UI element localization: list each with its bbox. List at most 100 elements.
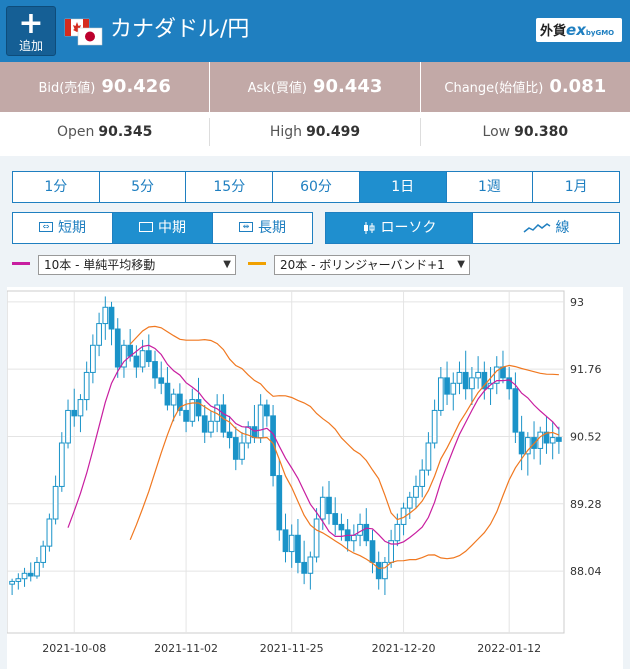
candle-body: [556, 437, 562, 442]
price-chart[interactable]: 93 91.76 90.52 89.28 88.04 2021-10-08 2021-11-…: [7, 287, 623, 669]
candle-body: [375, 561, 382, 580]
change-cell: Change(始値比) 0.081: [421, 62, 630, 112]
candle-body: [357, 523, 363, 536]
moving-average-line: [67, 344, 560, 545]
bid-value: 90.426: [101, 76, 171, 97]
candle-body: [208, 420, 214, 433]
chart-background: [7, 287, 623, 669]
high-label: High: [269, 124, 303, 140]
tab-1min[interactable]: 1分: [13, 172, 100, 202]
candle-body: [15, 578, 22, 582]
app-header: + 追加 カナダドル/円 外貨exbyGMO: [0, 0, 630, 62]
low-cell: Low 90.380: [421, 118, 630, 146]
range-long-label: 長期: [258, 220, 286, 236]
line-chart-label: 線: [555, 220, 570, 236]
candle-body: [133, 355, 140, 368]
candle-body: [9, 580, 15, 585]
candle-body: [83, 371, 90, 401]
candle-body: [232, 437, 239, 460]
high-cell: High 90.499: [210, 118, 421, 146]
plus-icon: +: [18, 6, 44, 41]
candle-body: [481, 371, 488, 390]
change-value: 0.081: [549, 76, 607, 97]
range-short-tab[interactable]: ⇔ 短期: [13, 213, 113, 243]
y-tick-label: 89.28: [570, 498, 602, 511]
x-tick-label: 2022-01-12: [477, 642, 541, 655]
range-medium-label: 中期: [158, 220, 186, 236]
candle-body: [195, 399, 202, 417]
bb-select-value: 20本 - ボリンジャーバンド+1: [280, 258, 445, 272]
bid-cell: Bid(売値) 90.426: [0, 62, 211, 112]
candle-body: [170, 393, 177, 406]
candle-body: [71, 409, 78, 417]
add-button-label: 追加: [18, 39, 43, 53]
candle-body: [27, 572, 34, 577]
candle-body: [444, 377, 450, 395]
plot-frame: [7, 290, 565, 634]
bollinger-lower-line: [129, 402, 560, 570]
brand-main: 外貨: [540, 24, 567, 39]
candle-body: [307, 556, 314, 574]
candle-body: [251, 426, 258, 439]
tab-15min[interactable]: 15分: [186, 172, 274, 202]
bb-select[interactable]: 20本 - ボリンジャーバンド+1 ▼: [274, 255, 470, 275]
candle-body: [77, 399, 84, 417]
x-tick-label: 2021-11-02: [154, 642, 218, 655]
candle-body: [462, 371, 469, 390]
candle-body: [493, 366, 500, 384]
add-button[interactable]: + 追加: [6, 6, 56, 56]
candle-body: [177, 393, 183, 411]
candle-body: [506, 377, 513, 390]
chevron-down-icon: ▼: [223, 259, 231, 270]
y-tick-label: 90.52: [570, 430, 602, 443]
y-tick-label: 91.76: [570, 363, 602, 376]
candle-body: [524, 437, 531, 455]
expand-long-icon: ⇹: [239, 222, 253, 232]
bb-legend-line: [248, 262, 266, 265]
line-chart-icon: [523, 223, 550, 233]
tab-5min[interactable]: 5分: [99, 172, 187, 202]
candle-body: [406, 496, 413, 509]
bid-label: Bid(売値): [38, 81, 96, 96]
candle-body: [152, 361, 158, 379]
candle-body: [456, 371, 463, 384]
tab-1day[interactable]: 1日: [359, 172, 447, 202]
candle-body: [363, 523, 370, 542]
candle-body: [369, 540, 376, 563]
tab-1month[interactable]: 1月: [533, 172, 620, 202]
candle-body: [313, 518, 320, 558]
tab-60min[interactable]: 60分: [273, 172, 360, 202]
range-long-tab[interactable]: ⇹ 長期: [213, 213, 312, 243]
line-chart-tab[interactable]: 線: [473, 213, 619, 243]
candle-body: [537, 431, 544, 449]
candle-body: [338, 523, 345, 531]
brand-sub: byGMO: [585, 29, 615, 37]
range-medium-tab[interactable]: 中期: [113, 213, 213, 243]
candle-body: [543, 431, 550, 444]
candle-body: [332, 513, 339, 525]
chart-type-tabs: ローソク 線: [325, 212, 620, 244]
ma-select[interactable]: 10本 - 単純平均移動 ▼: [38, 255, 236, 275]
candle-body: [239, 442, 245, 460]
tab-1week[interactable]: 1週: [446, 172, 534, 202]
ohl-row: Open 90.345 High 90.499 Low 90.380: [0, 112, 630, 152]
candle-body: [257, 404, 264, 439]
candle-body: [52, 485, 59, 520]
candle-body: [164, 382, 171, 406]
candle-body: [270, 415, 276, 477]
brand-ex: ex: [566, 21, 586, 39]
y-tick-label: 88.04: [570, 565, 602, 578]
candle-body: [450, 382, 457, 395]
candle-body: [90, 344, 96, 373]
candle-body: [350, 534, 357, 542]
candlestick-tab[interactable]: ローソク: [326, 213, 473, 243]
candle-body: [226, 431, 233, 439]
candle-body: [183, 409, 189, 422]
high-value: 90.499: [306, 124, 361, 140]
candle-body: [431, 409, 438, 444]
candle-body: [518, 431, 525, 455]
candle-body: [282, 529, 289, 553]
candle-body: [114, 328, 121, 368]
low-label: Low: [482, 124, 511, 140]
candle-body: [145, 350, 152, 363]
